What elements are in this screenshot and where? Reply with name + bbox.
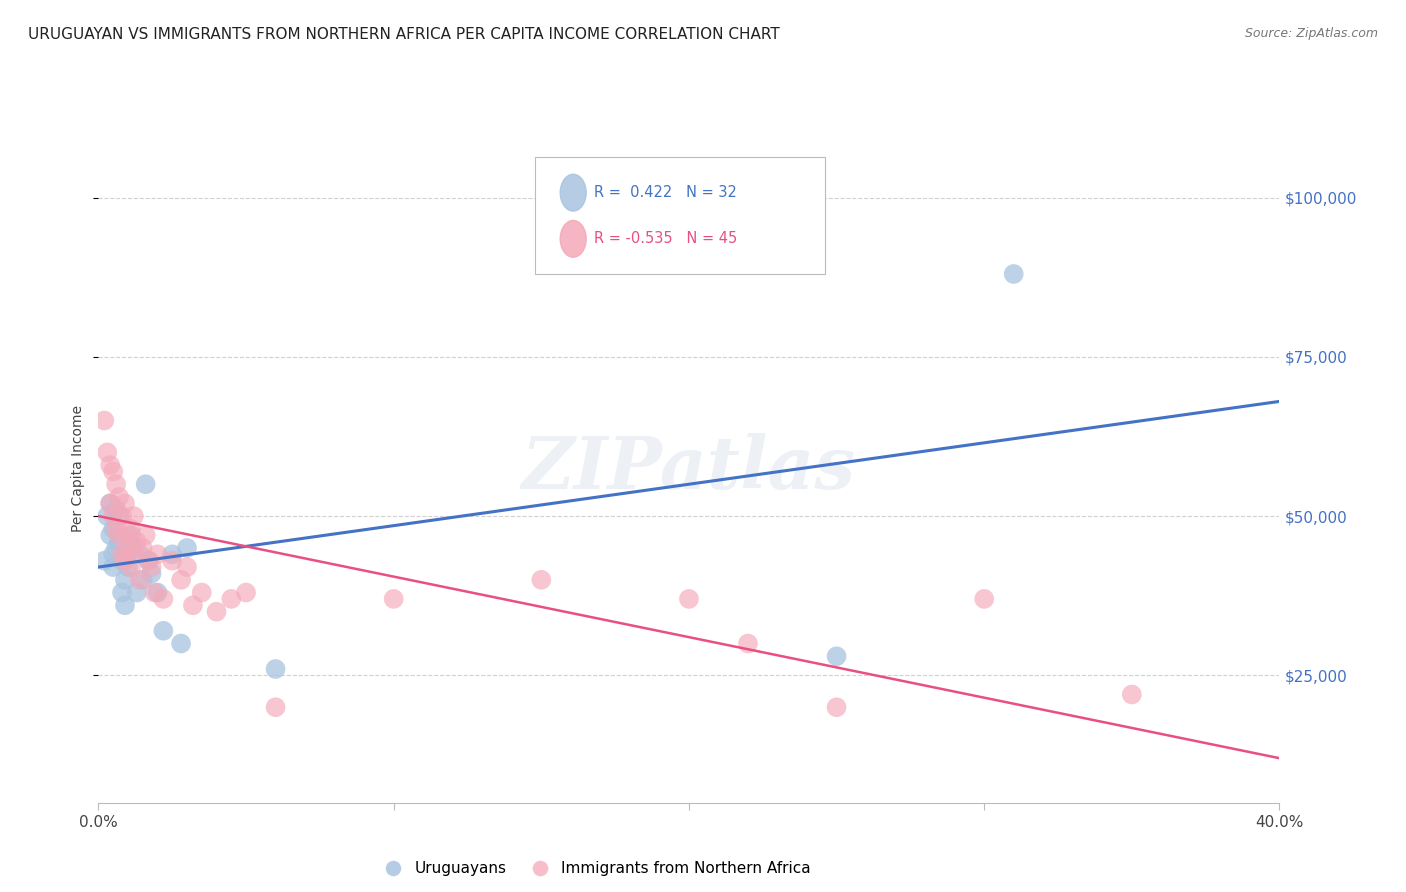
Y-axis label: Per Capita Income: Per Capita Income [72,405,86,532]
Point [103,547,125,561]
Point [105,477,128,491]
Text: R =  0.422   N = 32: R = 0.422 N = 32 [595,186,737,200]
Point [135,477,157,491]
Point [825,649,848,664]
Text: URUGUAYAN VS IMMIGRANTS FROM NORTHERN AFRICA PER CAPITA INCOME CORRELATION CHART: URUGUAYAN VS IMMIGRANTS FROM NORTHERN AF… [28,27,780,42]
Point [114,496,136,510]
Point [1121,688,1143,702]
Point [181,599,204,613]
Point [138,554,160,568]
Point [143,585,166,599]
Point [108,509,131,524]
Point [235,585,257,599]
Point [162,547,183,561]
Point [825,700,848,714]
Point [530,573,553,587]
Point [132,573,155,587]
Point [737,636,759,650]
Point [111,554,134,568]
Point [125,534,148,549]
Point [103,465,125,479]
Point [973,591,995,606]
Point [93,413,115,427]
Point [105,522,128,536]
Point [678,591,700,606]
Point [93,554,115,568]
Point [111,547,134,561]
Point [114,599,136,613]
Point [132,541,155,555]
FancyBboxPatch shape [536,157,825,275]
Point [125,585,148,599]
Point [141,566,163,581]
Point [108,534,131,549]
Point [146,547,169,561]
Point [96,445,118,459]
Point [120,560,142,574]
Point [120,522,142,536]
Point [103,509,125,524]
Point [1002,267,1025,281]
Point [176,560,198,574]
Point [103,522,125,536]
Point [111,509,134,524]
Point [128,573,150,587]
Point [120,528,142,542]
Text: R = -0.535   N = 45: R = -0.535 N = 45 [595,231,738,246]
Text: ZIPatlas: ZIPatlas [522,433,856,504]
Point [162,554,183,568]
Point [111,585,134,599]
Point [170,573,193,587]
Point [146,585,169,599]
Point [264,700,287,714]
Point [382,591,405,606]
Ellipse shape [560,220,586,257]
Point [170,636,193,650]
Point [96,509,118,524]
Point [191,585,214,599]
Point [105,541,128,555]
Point [114,573,136,587]
Point [117,541,139,555]
Point [122,547,145,561]
Point [117,560,139,574]
Text: Source: ZipAtlas.com: Source: ZipAtlas.com [1244,27,1378,40]
Point [98,528,121,542]
Point [264,662,287,676]
Point [122,509,145,524]
Ellipse shape [560,174,586,211]
Point [98,496,121,510]
Point [138,554,160,568]
Point [98,458,121,472]
Point [108,490,131,504]
Point [152,591,174,606]
Point [108,528,131,542]
Point [98,496,121,510]
Point [128,547,150,561]
Point [135,528,157,542]
Point [122,541,145,555]
Point [105,502,128,516]
Legend: Uruguayans, Immigrants from Northern Africa: Uruguayans, Immigrants from Northern Afr… [371,855,817,882]
Point [117,528,139,542]
Point [176,541,198,555]
Point [205,605,228,619]
Point [114,554,136,568]
Point [103,560,125,574]
Point [141,560,163,574]
Point [219,591,242,606]
Point [152,624,174,638]
